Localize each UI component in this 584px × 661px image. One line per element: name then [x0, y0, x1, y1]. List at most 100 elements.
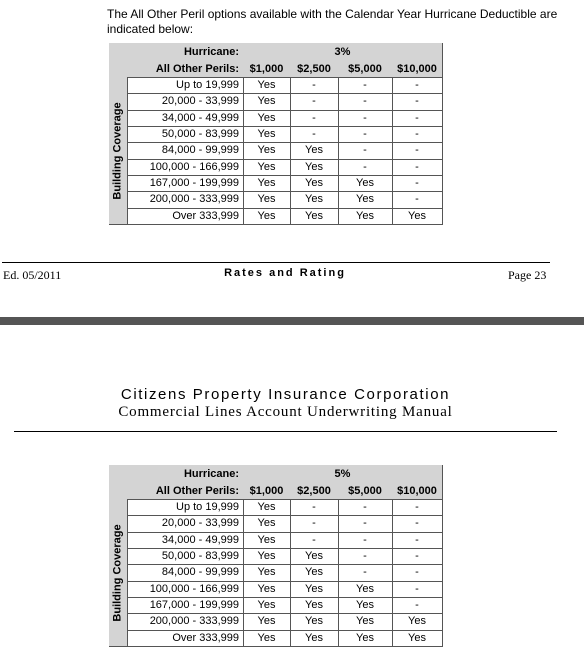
- option-cell: Yes: [290, 613, 339, 631]
- option-cell: Yes: [243, 207, 291, 225]
- option-cell: Yes: [290, 548, 339, 566]
- option-cell: -: [338, 531, 393, 549]
- option-cell: Yes: [338, 207, 393, 225]
- option-cell: Yes: [290, 158, 339, 176]
- option-cell: Yes: [290, 580, 339, 598]
- option-cell: Yes: [290, 629, 339, 647]
- option-cell: -: [290, 531, 339, 549]
- option-cell: Yes: [243, 629, 291, 647]
- perils-label: All Other Perils:: [109, 60, 244, 78]
- option-cell: Yes: [243, 548, 291, 566]
- perils-label: All Other Perils:: [109, 482, 244, 500]
- option-cell: -: [392, 142, 443, 160]
- option-cell: -: [392, 191, 443, 209]
- coverage-range: Over 333,999: [127, 629, 244, 647]
- hurricane-label: Hurricane:: [109, 465, 244, 483]
- header-company: Citizens Property Insurance Corporation: [120, 386, 451, 403]
- option-cell: -: [392, 515, 443, 533]
- coverage-range: 50,000 - 83,999: [127, 126, 244, 144]
- footer-edition: Ed. 05/2011: [3, 268, 62, 282]
- coverage-range: 84,000 - 99,999: [127, 142, 244, 160]
- side-column: Building Coverage: [109, 77, 128, 225]
- option-cell: Yes: [243, 515, 291, 533]
- column-header: $2,500: [290, 60, 339, 78]
- option-cell: -: [392, 175, 443, 193]
- footer-section: Rates and Rating: [224, 267, 346, 279]
- column-header: $10,000: [392, 60, 443, 78]
- option-cell: -: [338, 109, 393, 127]
- option-cell: Yes: [392, 613, 443, 631]
- option-cell: Yes: [290, 564, 339, 582]
- option-cell: -: [392, 126, 443, 144]
- coverage-range: 200,000 - 333,999: [127, 191, 244, 209]
- column-header: $1,000: [243, 482, 291, 500]
- option-cell: Yes: [243, 191, 291, 209]
- option-cell: -: [290, 515, 339, 533]
- option-cell: -: [392, 158, 443, 176]
- coverage-range: 100,000 - 166,999: [127, 580, 244, 598]
- option-cell: Yes: [243, 126, 291, 144]
- footer-rule: [2, 262, 550, 263]
- coverage-range: 167,000 - 199,999: [127, 175, 244, 193]
- option-cell: -: [338, 77, 393, 95]
- option-cell: Yes: [243, 597, 291, 615]
- option-cell: -: [290, 77, 339, 95]
- option-cell: Yes: [243, 613, 291, 631]
- option-cell: -: [392, 564, 443, 582]
- coverage-range: 84,000 - 99,999: [127, 564, 244, 582]
- hurricane-value: 5%: [243, 465, 443, 483]
- header-manual: Commercial Lines Account Underwriting Ma…: [118, 404, 453, 420]
- coverage-range: 50,000 - 83,999: [127, 548, 244, 566]
- option-cell: -: [392, 580, 443, 598]
- side-label: Building Coverage: [112, 523, 124, 622]
- option-cell: -: [392, 499, 443, 517]
- option-cell: Yes: [290, 142, 339, 160]
- option-cell: -: [290, 93, 339, 111]
- option-cell: Yes: [338, 580, 393, 598]
- column-header: $5,000: [338, 60, 393, 78]
- option-cell: -: [392, 531, 443, 549]
- column-header: $1,000: [243, 60, 291, 78]
- coverage-range: 167,000 - 199,999: [127, 597, 244, 615]
- coverage-range: Up to 19,999: [127, 77, 244, 95]
- option-cell: Yes: [290, 597, 339, 615]
- column-header: $10,000: [392, 482, 443, 500]
- option-cell: Yes: [243, 109, 291, 127]
- coverage-range: 20,000 - 33,999: [127, 93, 244, 111]
- option-cell: -: [338, 515, 393, 533]
- option-cell: Yes: [243, 580, 291, 598]
- table-grid: Hurricane: 3% All Other Perils: $1,000 $2,50…: [109, 43, 443, 225]
- column-header: $2,500: [290, 482, 339, 500]
- option-cell: Yes: [290, 207, 339, 225]
- option-cell: -: [338, 142, 393, 160]
- option-cell: Yes: [243, 93, 291, 111]
- option-cell: Yes: [243, 499, 291, 517]
- hurricane-label: Hurricane:: [109, 43, 244, 61]
- option-cell: Yes: [243, 158, 291, 176]
- coverage-range: 200,000 - 333,999: [127, 613, 244, 631]
- option-cell: Yes: [243, 564, 291, 582]
- hurricane-value: 3%: [243, 43, 443, 61]
- coverage-range: Over 333,999: [127, 207, 244, 225]
- option-cell: -: [338, 499, 393, 517]
- option-cell: -: [392, 548, 443, 566]
- option-cell: Yes: [338, 613, 393, 631]
- option-cell: Yes: [243, 531, 291, 549]
- option-cell: Yes: [338, 629, 393, 647]
- coverage-range: Up to 19,999: [127, 499, 244, 517]
- option-cell: -: [392, 77, 443, 95]
- option-cell: -: [338, 564, 393, 582]
- side-column: Building Coverage: [109, 499, 128, 647]
- option-cell: -: [338, 93, 393, 111]
- page-break-bar: [0, 317, 584, 325]
- option-cell: Yes: [392, 629, 443, 647]
- option-cell: -: [392, 109, 443, 127]
- coverage-range: 34,000 - 49,999: [127, 109, 244, 127]
- option-cell: -: [392, 93, 443, 111]
- footer-page: Page 23: [508, 268, 547, 282]
- option-cell: -: [338, 126, 393, 144]
- coverage-range: 20,000 - 33,999: [127, 515, 244, 533]
- coverage-range: 100,000 - 166,999: [127, 158, 244, 176]
- option-cell: -: [290, 109, 339, 127]
